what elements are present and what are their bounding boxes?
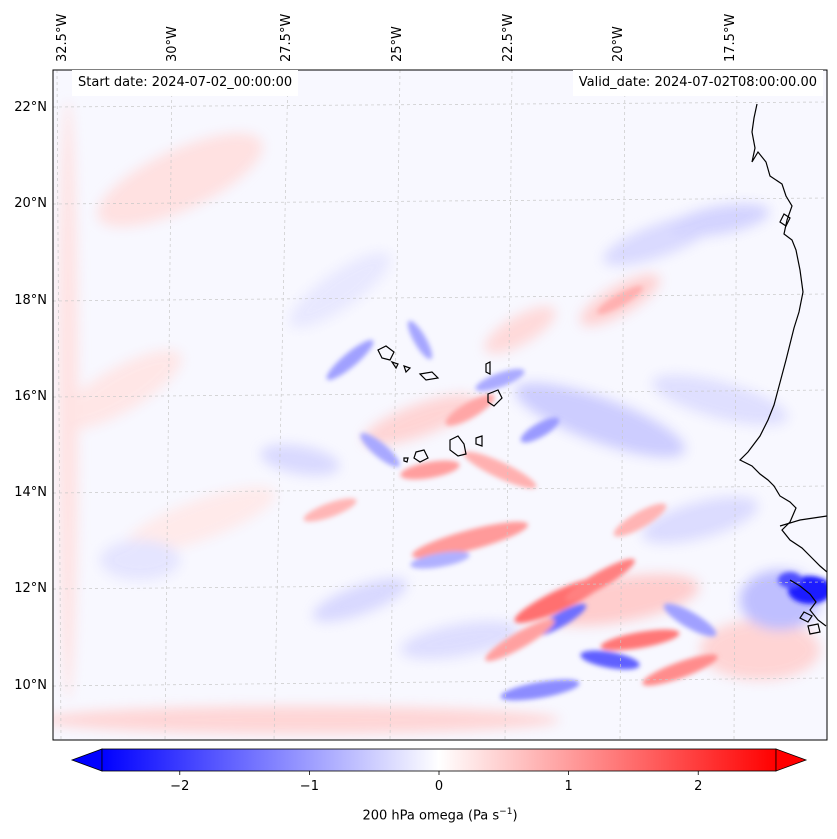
colorbar-tick-label: 1 <box>564 779 572 794</box>
lon-label: 32.5°W <box>55 14 70 62</box>
colorbar-ticks: −2 −1 0 1 2 <box>170 771 702 794</box>
colorbar-label: 200 hPa omega (Pa s−1) <box>0 807 837 823</box>
colorbar: −2 −1 0 1 2 <box>70 748 808 794</box>
colorbar-tick-label: 2 <box>694 779 702 794</box>
colorbar-tick-label: 0 <box>435 779 443 794</box>
lat-label: 14°N <box>14 485 47 500</box>
lat-label: 16°N <box>14 389 47 404</box>
lat-label: 12°N <box>14 581 47 596</box>
gridlines <box>53 70 827 740</box>
lat-label: 20°N <box>14 196 47 211</box>
lat-label: 18°N <box>14 293 47 308</box>
colorbar-label-suffix: ) <box>512 808 518 824</box>
lon-label: 25°W <box>390 26 405 62</box>
colorbar-label-prefix: 200 hPa omega (Pa s <box>362 808 500 824</box>
start-date-label: Start date: 2024-07-02_00:00:00 <box>72 70 299 96</box>
lat-label: 22°N <box>14 100 47 115</box>
colorbar-extend-min <box>70 748 103 772</box>
lon-label: 20°W <box>611 26 626 62</box>
map-frame <box>52 69 828 741</box>
valid-date-label: Valid_date: 2024-07-02T08:00:00.00 <box>572 70 823 96</box>
colorbar-tick-label: −2 <box>170 779 189 794</box>
lon-label: 17.5°W <box>723 14 738 62</box>
lon-label: 22.5°W <box>501 14 516 62</box>
cape-verde-islands <box>377 345 503 463</box>
colorbar-extend-max <box>775 748 808 772</box>
latitude-labels: 22°N 20°N 18°N 16°N 14°N 12°N 10°N <box>14 100 47 693</box>
lat-label: 10°N <box>14 678 47 693</box>
coastline <box>738 103 827 635</box>
colorbar-tick-label: −1 <box>300 779 319 794</box>
colorbar-label-exponent: −1 <box>499 807 513 817</box>
longitude-labels: 32.5°W 30°W 27.5°W 25°W 22.5°W 20°W 17.5… <box>55 14 738 62</box>
omega-field <box>53 100 827 734</box>
colorbar-body <box>101 748 777 772</box>
lon-label: 27.5°W <box>279 14 294 62</box>
lon-label: 30°W <box>165 26 180 62</box>
